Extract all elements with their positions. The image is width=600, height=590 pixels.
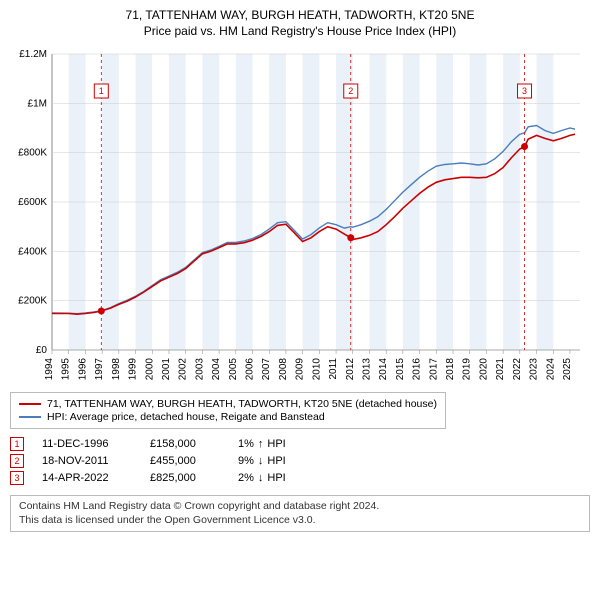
legend-label: HPI: Average price, detached house, Reig… [47, 411, 325, 423]
svg-text:2013: 2013 [361, 358, 372, 381]
sales-table: 111-DEC-1996£158,0001%↑HPI218-NOV-2011£4… [10, 437, 590, 485]
svg-text:2011: 2011 [328, 358, 339, 380]
sales-hpi-pct: 2% [238, 472, 254, 484]
svg-text:2005: 2005 [228, 358, 239, 381]
sales-marker: 2 [10, 454, 24, 468]
legend-row: 71, TATTENHAM WAY, BURGH HEATH, TADWORTH… [19, 398, 437, 410]
svg-text:2024: 2024 [545, 358, 556, 381]
sales-hpi-label: HPI [267, 438, 285, 450]
svg-text:£0: £0 [36, 345, 48, 356]
svg-text:2016: 2016 [412, 358, 423, 381]
title-line-1: 71, TATTENHAM WAY, BURGH HEATH, TADWORTH… [10, 8, 590, 22]
footer-attribution: Contains HM Land Registry data © Crown c… [10, 495, 590, 532]
svg-text:2019: 2019 [462, 358, 473, 381]
sales-date: 18-NOV-2011 [42, 455, 132, 467]
footer-line-1: Contains HM Land Registry data © Crown c… [19, 500, 581, 514]
arrow-up-icon: ↑ [258, 438, 264, 450]
sales-price: £825,000 [150, 472, 220, 484]
svg-text:£200K: £200K [18, 296, 47, 307]
arrow-down-icon: ↓ [258, 472, 264, 484]
sales-hpi: 9% ↓HPI [238, 455, 286, 467]
svg-text:2004: 2004 [211, 358, 222, 381]
footer-line-2: This data is licensed under the Open Gov… [19, 514, 581, 528]
svg-text:2022: 2022 [512, 358, 523, 381]
svg-text:2018: 2018 [445, 358, 456, 381]
svg-text:2017: 2017 [428, 358, 439, 381]
svg-text:2009: 2009 [295, 358, 306, 381]
svg-text:2007: 2007 [261, 358, 272, 381]
line-chart-svg: £0 £200K £400K £600K £800K £1M £1.2M 1994 1995 19… [10, 46, 590, 386]
svg-text:£1M: £1M [28, 98, 47, 109]
sales-row: 2 18-NOV-2011 £455,000 9% ↓HPI [10, 454, 590, 468]
svg-text:1995: 1995 [61, 358, 72, 381]
chart-container: 71, TATTENHAM WAY, BURGH HEATH, TADWORTH… [0, 0, 600, 540]
svg-text:2010: 2010 [311, 358, 322, 381]
svg-text:2014: 2014 [378, 358, 389, 381]
svg-text:2002: 2002 [178, 358, 189, 381]
sales-hpi-label: HPI [267, 472, 285, 484]
svg-text:2012: 2012 [345, 358, 356, 381]
svg-text:£600K: £600K [18, 197, 47, 208]
legend-swatch [19, 403, 41, 405]
svg-text:2020: 2020 [478, 358, 489, 381]
svg-text:£400K: £400K [18, 246, 47, 257]
svg-text:1997: 1997 [94, 358, 105, 381]
sales-row: 3 14-APR-2022 £825,000 2% ↓HPI [10, 471, 590, 485]
svg-text:2000: 2000 [144, 358, 155, 381]
svg-text:2: 2 [348, 86, 353, 96]
arrow-down-icon: ↓ [258, 455, 264, 467]
svg-text:1999: 1999 [128, 358, 139, 381]
sales-hpi-label: HPI [267, 455, 285, 467]
svg-text:2008: 2008 [278, 358, 289, 381]
svg-text:£800K: £800K [18, 148, 47, 159]
svg-text:2003: 2003 [194, 358, 205, 381]
sales-date: 14-APR-2022 [42, 472, 132, 484]
sales-hpi: 1% ↑HPI [238, 438, 286, 450]
svg-text:1998: 1998 [111, 358, 122, 381]
sales-price: £158,000 [150, 438, 220, 450]
sales-marker: 3 [10, 471, 24, 485]
legend-label: 71, TATTENHAM WAY, BURGH HEATH, TADWORTH… [47, 398, 437, 410]
svg-text:2015: 2015 [395, 358, 406, 381]
svg-text:2021: 2021 [495, 358, 506, 381]
svg-text:1996: 1996 [77, 358, 88, 381]
sales-price: £455,000 [150, 455, 220, 467]
svg-text:2023: 2023 [529, 358, 540, 381]
title-line-2: Price paid vs. HM Land Registry's House … [10, 24, 590, 38]
svg-text:2006: 2006 [245, 358, 256, 381]
svg-text:1994: 1994 [44, 358, 55, 381]
sales-marker: 1 [10, 437, 24, 451]
legend-swatch [19, 416, 41, 418]
svg-text:3: 3 [522, 86, 527, 96]
sales-date: 11-DEC-1996 [42, 438, 132, 450]
svg-text:£1.2M: £1.2M [19, 49, 47, 60]
svg-text:2001: 2001 [161, 358, 172, 381]
sales-hpi-pct: 1% [238, 438, 254, 450]
legend-row: HPI: Average price, detached house, Reig… [19, 411, 437, 423]
legend-box: 71, TATTENHAM WAY, BURGH HEATH, TADWORTH… [10, 392, 446, 429]
svg-text:2025: 2025 [562, 358, 573, 381]
sales-hpi-pct: 9% [238, 455, 254, 467]
sales-row: 1 11-DEC-1996 £158,000 1% ↑HPI [10, 437, 590, 451]
svg-text:1: 1 [99, 86, 104, 96]
chart-area: £0 £200K £400K £600K £800K £1M £1.2M 1994 1995 19… [10, 46, 590, 386]
sales-hpi: 2% ↓HPI [238, 472, 286, 484]
